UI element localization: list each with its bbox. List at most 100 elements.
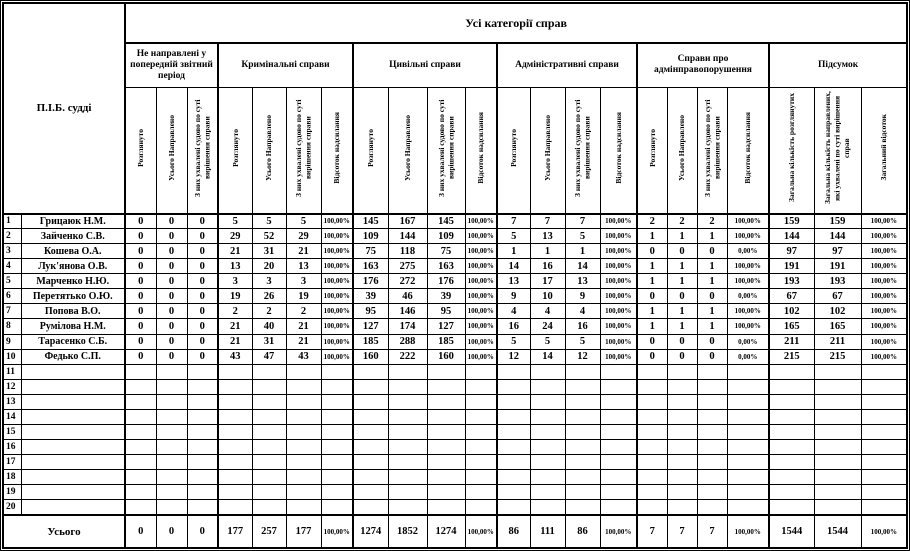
value-cell: 0	[186, 258, 219, 275]
percent-cell: 100,00%	[599, 318, 638, 335]
value-cell	[768, 484, 815, 501]
value-cell	[496, 469, 531, 486]
value-cell: 14	[496, 258, 531, 275]
value-cell	[564, 393, 601, 410]
percent-cell	[599, 408, 638, 425]
percent-cell	[726, 453, 770, 471]
value-cell: 0	[666, 348, 698, 365]
value-cell	[666, 393, 698, 410]
percent-cell	[320, 363, 354, 380]
value-cell	[813, 393, 862, 410]
column-header: Відсоток надсилання	[599, 86, 638, 215]
percent-cell: 100,00%	[464, 303, 498, 320]
value-cell: 174	[387, 318, 428, 335]
value-cell	[155, 378, 188, 395]
percent-cell	[599, 393, 638, 410]
value-cell: 1	[564, 243, 601, 260]
value-cell	[186, 408, 219, 425]
value-cell	[496, 484, 531, 501]
judge-name: Федько С.П.	[20, 348, 126, 365]
value-cell	[496, 393, 531, 410]
value-cell	[155, 453, 188, 471]
percent-cell: 100,00%	[320, 348, 354, 365]
value-cell	[217, 453, 253, 471]
value-cell: 160	[352, 348, 389, 365]
percent-cell	[464, 484, 498, 501]
percent-cell	[860, 453, 908, 471]
value-cell: 185	[426, 333, 466, 350]
value-cell: 5	[217, 212, 253, 230]
value-cell	[387, 408, 428, 425]
value-cell: 46	[387, 288, 428, 305]
table-row: 1 Грицаюк Н.М. 0 0 0 5 5 5 100,00% 145 167 145 100,0…	[2, 212, 908, 230]
value-cell: 165	[768, 318, 815, 335]
value-cell	[124, 499, 157, 516]
total-value-cell: 177	[285, 514, 322, 549]
value-cell: 0	[666, 288, 698, 305]
value-cell: 0	[186, 243, 219, 260]
column-header-label: З них ухвалені судово по суті вирішення …	[573, 98, 592, 197]
value-cell	[768, 393, 815, 410]
row-number: 17	[2, 453, 22, 471]
value-cell: 2	[251, 303, 287, 320]
value-cell: 0	[124, 303, 157, 320]
value-cell	[186, 469, 219, 486]
total-value-cell: 1544	[768, 514, 815, 549]
value-cell: 275	[387, 258, 428, 275]
column-header: Усього Направлено	[529, 86, 566, 215]
value-cell: 1	[636, 228, 668, 245]
value-cell: 40	[251, 318, 287, 335]
percent-cell	[860, 438, 908, 456]
percent-cell: 100,00%	[320, 212, 354, 230]
value-cell	[186, 363, 219, 380]
value-cell	[768, 378, 815, 395]
value-cell	[696, 423, 728, 440]
group-header-2: Кримінальні справи	[217, 42, 354, 88]
value-cell: 95	[352, 303, 389, 320]
percent-cell	[726, 438, 770, 456]
value-cell	[496, 423, 531, 440]
value-cell	[813, 363, 862, 380]
row-number: 20	[2, 499, 22, 516]
value-cell: 2	[666, 212, 698, 230]
percent-cell	[726, 469, 770, 486]
value-cell: 12	[564, 348, 601, 365]
value-cell: 7	[529, 212, 566, 230]
percent-cell	[320, 423, 354, 440]
value-cell: 0	[666, 243, 698, 260]
value-cell: 43	[285, 348, 322, 365]
percent-cell	[599, 378, 638, 395]
column-header: Усього Направлено	[155, 86, 188, 215]
value-cell	[285, 363, 322, 380]
header-band-title: П.І.Б. судді Усі категорії справ	[2, 2, 908, 215]
value-cell	[285, 423, 322, 440]
percent-cell	[320, 393, 354, 410]
value-cell	[564, 408, 601, 425]
value-cell: 1	[666, 228, 698, 245]
value-cell	[813, 423, 862, 440]
column-header-label: Розглянуто	[647, 128, 657, 167]
value-cell: 12	[496, 348, 531, 365]
percent-cell: 100,00%	[860, 212, 908, 230]
value-cell	[636, 363, 668, 380]
value-cell: 0	[155, 288, 188, 305]
value-cell: 0	[696, 348, 728, 365]
column-header-label: Розглянуто	[366, 128, 376, 167]
row-number: 16	[2, 438, 22, 456]
percent-cell	[726, 378, 770, 395]
value-cell	[251, 393, 287, 410]
value-cell	[636, 378, 668, 395]
value-cell	[529, 499, 566, 516]
value-cell	[124, 438, 157, 456]
value-cell	[217, 469, 253, 486]
value-cell	[217, 423, 253, 440]
value-cell: 2	[285, 303, 322, 320]
percent-cell: 100,00%	[464, 288, 498, 305]
percent-cell	[726, 363, 770, 380]
value-cell: 145	[426, 212, 466, 230]
value-cell	[696, 363, 728, 380]
percent-cell: 100,00%	[464, 243, 498, 260]
value-cell: 160	[426, 348, 466, 365]
value-cell	[768, 469, 815, 486]
value-cell	[564, 438, 601, 456]
